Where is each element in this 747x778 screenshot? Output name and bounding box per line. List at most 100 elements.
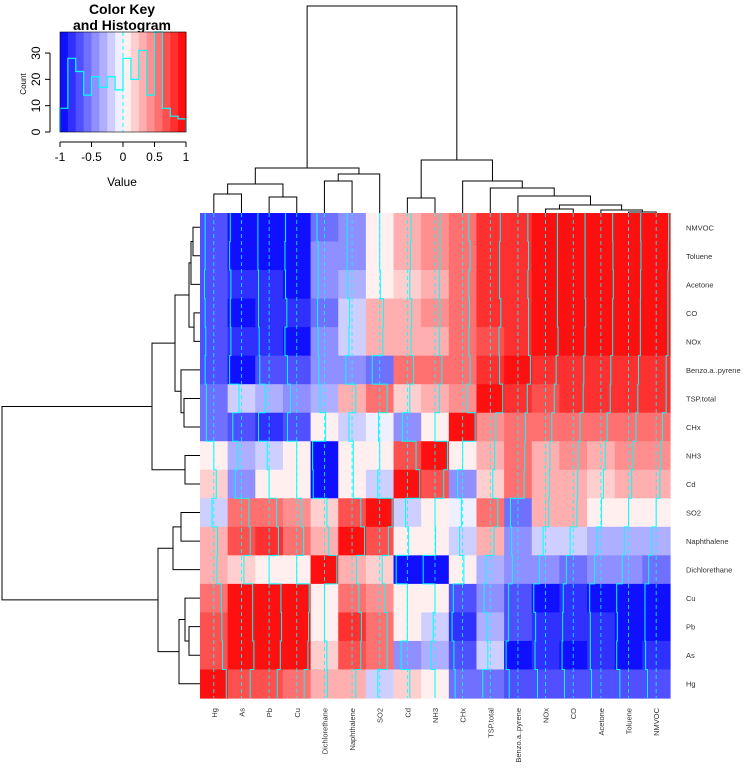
column-label: Toluene	[625, 708, 634, 734]
color-key-bin	[91, 32, 100, 132]
color-key-ylabel: Count	[19, 73, 28, 95]
column-label: NMVOC	[652, 707, 661, 736]
column-label: Cd	[403, 708, 412, 718]
column-dendrogram-link	[268, 196, 298, 213]
color-key-histogram	[59, 31, 187, 132]
color-key-bin	[60, 32, 69, 132]
column-label: Dichlorethane	[320, 708, 329, 754]
color-key-bin	[123, 32, 132, 132]
row-label: NH3	[686, 452, 701, 461]
column-trace	[533, 213, 559, 698]
column-trace	[422, 213, 448, 698]
color-key-title-line1: Color Key	[89, 1, 155, 17]
row-label: CHx	[686, 423, 701, 432]
row-label: Cd	[686, 480, 696, 489]
column-trace	[284, 213, 310, 698]
row-label: Naphthalene	[686, 537, 729, 546]
color-key-y-tick-label: 20	[29, 72, 43, 86]
color-key-bin	[154, 32, 163, 132]
column-dendrogram	[213, 5, 657, 213]
column-trace	[589, 213, 614, 698]
color-key-bin	[107, 32, 116, 132]
row-dendrogram-link	[184, 455, 200, 485]
column-label: Benzo.a..pyrene	[514, 708, 523, 763]
row-label: NMVOC	[686, 223, 715, 232]
color-key-bin	[178, 32, 187, 132]
row-dendrogram-root	[1, 405, 158, 601]
column-dendrogram-link	[213, 193, 242, 213]
column-trace	[505, 213, 531, 698]
color-key-bin	[138, 32, 148, 132]
row-label: As	[686, 651, 695, 660]
color-key-bin	[162, 32, 171, 132]
row-label: Pb	[686, 623, 695, 632]
row-dendrogram-link	[193, 312, 200, 342]
column-label: Acetone	[597, 708, 606, 736]
row-dendrogram-link	[184, 597, 200, 642]
column-dendrogram-link	[420, 159, 493, 198]
column-trace	[371, 213, 393, 698]
column-label: Pb	[265, 708, 274, 717]
color-key-y-tick-label: 0	[29, 128, 43, 135]
row-dendrogram-link	[157, 547, 179, 653]
color-key-frame	[59, 31, 187, 133]
column-label: Naphthalene	[348, 708, 357, 751]
column-dendrogram-link	[254, 167, 360, 184]
color-key-bin	[75, 32, 85, 132]
column-dendrogram-link	[337, 173, 381, 213]
row-dendrogram-link	[174, 294, 189, 392]
row-label: Benzo.a..pyrene	[686, 366, 741, 375]
color-key-bin	[115, 32, 124, 132]
column-label: TSP.total	[486, 708, 495, 738]
color-key-bin	[83, 32, 92, 132]
row-dendrogram-link	[183, 397, 200, 428]
row-label: NOx	[686, 337, 701, 346]
row-dendrogram-link	[192, 226, 200, 257]
color-key-y-tick-label: 30	[29, 46, 43, 60]
row-dendrogram-link	[190, 241, 200, 285]
column-dendrogram-link	[545, 208, 574, 213]
column-trace	[561, 213, 587, 698]
row-label: Hg	[686, 680, 696, 689]
column-label: Hg	[210, 708, 219, 718]
column-trace	[451, 213, 476, 698]
color-key: Color Key and Histogram -1 -0.5 0 0.5 101020…	[19, 1, 190, 189]
column-dendrogram-link	[489, 187, 555, 213]
color-key-x-tick-label: -1	[55, 150, 66, 164]
color-key-bin	[99, 32, 108, 132]
color-key-y-tick-label: 10	[29, 99, 43, 113]
column-label: Cu	[293, 708, 302, 718]
row-label: CO	[686, 309, 697, 318]
column-label: As	[237, 708, 246, 717]
color-key-bin	[67, 32, 77, 132]
color-key-bin	[146, 32, 155, 132]
heatmap-traces	[203, 213, 670, 698]
column-labels: Hg As Pb Cu Dichlorethane Naphthalene SO2 Cd NH3…	[210, 707, 661, 762]
color-key-title-line2: and Histogram	[73, 17, 171, 33]
row-label: Toluene	[686, 252, 712, 261]
column-label: NOx	[542, 708, 551, 723]
column-trace	[482, 213, 504, 698]
row-dendrogram-link	[180, 512, 200, 542]
column-dendrogram-root	[306, 5, 458, 168]
column-trace	[257, 213, 283, 698]
color-key-x-tick-label: 1	[183, 150, 190, 164]
row-dendrogram	[1, 226, 200, 685]
column-label: NH3	[431, 708, 440, 723]
row-label: Acetone	[686, 280, 714, 289]
column-trace	[312, 213, 338, 698]
color-key-strip	[60, 32, 187, 132]
column-trace	[644, 213, 670, 698]
column-dendrogram-link	[323, 180, 353, 213]
column-trace	[345, 213, 365, 698]
row-label: Dichlorethane	[686, 566, 732, 575]
column-dendrogram-link	[227, 183, 284, 197]
column-trace	[229, 213, 255, 698]
color-key-bin	[130, 32, 140, 132]
row-dendrogram-link	[188, 626, 200, 656]
row-label: SO2	[686, 509, 701, 518]
color-key-x-tick-label: 0	[120, 150, 127, 164]
color-key-bin	[170, 32, 179, 132]
row-label: TSP.total	[686, 394, 716, 403]
